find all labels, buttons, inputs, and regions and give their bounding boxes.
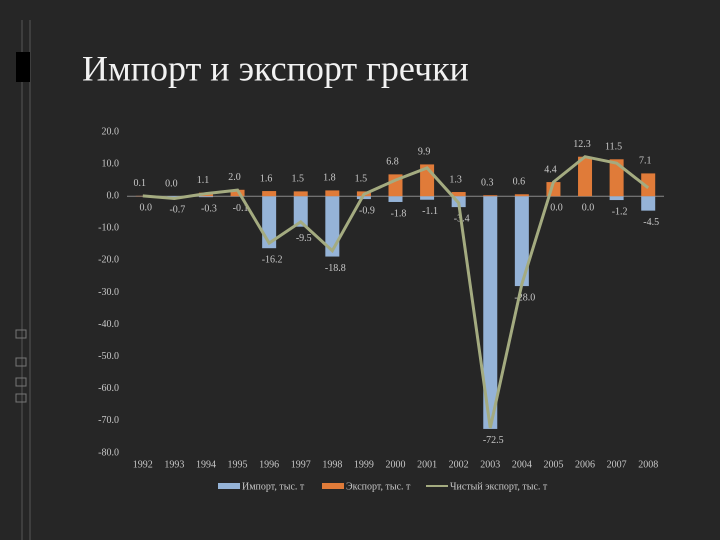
y-tick-label: 20.0 (102, 126, 120, 137)
x-tick-label: 1992 (133, 459, 153, 470)
x-tick-label: 2004 (512, 459, 532, 470)
data-label: 0.0 (550, 202, 563, 213)
data-label: 0.0 (582, 202, 595, 213)
y-tick-label: -80.0 (98, 447, 119, 458)
data-label: -1.1 (422, 206, 438, 217)
bar (641, 173, 656, 197)
bar (262, 191, 277, 197)
bar (325, 190, 340, 197)
x-tick-label: 2003 (480, 459, 500, 470)
data-label: 6.8 (386, 157, 399, 168)
data-label: 1.5 (355, 174, 368, 185)
x-tick-label: 2008 (638, 459, 658, 470)
x-tick-label: 1997 (291, 459, 311, 470)
x-tick-label: 1995 (228, 459, 248, 470)
data-label: -1.8 (391, 208, 407, 219)
y-tick-label: -10.0 (98, 223, 119, 234)
y-tick-label: -50.0 (98, 351, 119, 362)
x-tick-label: 2005 (543, 459, 563, 470)
x-tick-label: 1994 (196, 459, 216, 470)
decor-square (15, 329, 27, 339)
bar (451, 192, 466, 197)
data-label: 1.6 (260, 173, 273, 184)
data-label: 12.3 (573, 139, 591, 150)
line (142, 155, 650, 429)
data-label: -0.3 (201, 203, 217, 214)
data-label: -9.5 (296, 233, 312, 244)
y-tick-label: -60.0 (98, 383, 119, 394)
data-label: -18.8 (325, 263, 346, 274)
data-label: 0.0 (140, 202, 153, 213)
y-tick-label: 10.0 (102, 158, 120, 169)
decor-square (15, 357, 27, 367)
bar (609, 159, 624, 197)
data-label: -28.0 (514, 292, 535, 303)
data-label: 1.3 (449, 174, 462, 185)
y-tick-label: -20.0 (98, 255, 119, 266)
decor-square (15, 377, 27, 387)
x-tick-label: 1993 (164, 459, 184, 470)
bar (356, 196, 371, 200)
decor-block (16, 52, 30, 82)
data-label: -72.5 (483, 435, 504, 446)
data-label: 11.5 (605, 142, 622, 153)
legend-label: Чистый экспорт, тыс. т (450, 481, 548, 492)
data-label: -0.9 (359, 205, 375, 216)
bar (293, 196, 308, 227)
bar (483, 196, 498, 429)
data-label: 0.0 (165, 178, 178, 189)
data-label: 0.1 (134, 178, 147, 189)
bar (514, 194, 529, 197)
bar (293, 191, 308, 197)
x-tick-label: 2000 (386, 459, 406, 470)
y-tick-label: -40.0 (98, 319, 119, 330)
data-label: -0.7 (169, 205, 185, 216)
x-tick-label: 2006 (575, 459, 595, 470)
data-label: 2.0 (228, 172, 241, 183)
x-tick-label: 2002 (449, 459, 469, 470)
legend-swatch (322, 483, 344, 489)
data-label: 4.4 (544, 164, 557, 175)
x-tick-label: 2001 (417, 459, 437, 470)
data-label: -1.2 (612, 206, 628, 217)
data-label: -16.2 (262, 254, 283, 265)
x-tick-label: 2007 (607, 459, 627, 470)
bar (483, 195, 498, 197)
y-tick-label: -70.0 (98, 415, 119, 426)
y-tick-label: -30.0 (98, 287, 119, 298)
bar (420, 196, 435, 200)
y-tick-label: 0.0 (107, 190, 120, 201)
data-label: 1.8 (323, 173, 336, 184)
bar (578, 156, 593, 197)
bar (388, 196, 403, 202)
bar (609, 196, 624, 201)
data-label: 1.5 (291, 174, 304, 185)
data-label: -0.1 (233, 203, 249, 214)
decor-square (15, 393, 27, 403)
chart-title: Импорт и экспорт гречки (82, 48, 469, 88)
bar (641, 196, 656, 211)
bar (198, 196, 213, 198)
legend-label: Импорт, тыс. т (242, 481, 305, 492)
x-tick-label: 1999 (354, 459, 374, 470)
data-label: 9.9 (418, 147, 431, 158)
bar (514, 196, 529, 287)
data-label: 0.6 (513, 177, 526, 188)
legend-swatch (218, 483, 240, 489)
x-tick-label: 1998 (322, 459, 342, 470)
data-label: 0.3 (481, 178, 494, 189)
data-label: -4.5 (643, 217, 659, 228)
legend-label: Экспорт, тыс. т (346, 481, 411, 492)
data-label: 1.1 (197, 175, 210, 186)
data-label: 7.1 (639, 156, 652, 167)
x-tick-label: 1996 (259, 459, 279, 470)
